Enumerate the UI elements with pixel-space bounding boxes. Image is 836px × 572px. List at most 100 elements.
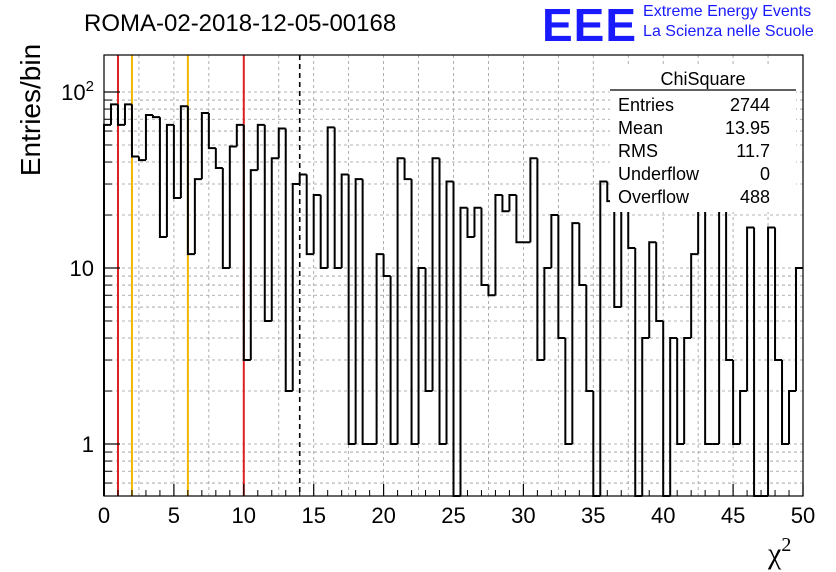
histogram-bin [515,194,524,244]
histogram-bin [354,178,363,444]
histogram-bin [725,207,734,362]
stats-value: 11.7 [736,141,770,161]
stats-value: 13.95 [725,118,770,138]
histogram-bin [718,206,727,444]
chart-title: ROMA-02-2018-12-05-00168 [84,10,397,37]
histogram-bin [144,114,153,161]
histogram-bin [501,194,510,213]
histogram-bin [347,174,356,445]
histogram-bin [270,157,279,321]
histogram-bin [732,360,741,445]
histogram-bin [403,158,412,181]
histogram-bin [284,128,293,393]
histogram-bin [389,276,398,445]
histogram-bin [361,179,370,445]
histogram-bin [186,106,195,256]
histogram-bin [305,174,314,256]
histogram-bin [130,104,139,158]
histogram-bin [242,124,251,362]
histogram-bin [585,285,594,393]
histogram-bin [508,193,517,212]
histogram-bin [375,253,384,444]
brand-line-2: La Scienza nelle Scuole [643,23,814,40]
histogram-bin [123,103,132,125]
eee-brand: EEE Extreme Energy Events La Scienza nel… [542,2,814,48]
histogram-bin [410,179,419,445]
histogram-bin [746,226,755,392]
y-tick-label: 1 [82,432,94,457]
histogram-bin [795,267,803,392]
histogram-bin [116,104,125,126]
histogram-bin [396,157,405,444]
stats-value: 488 [740,187,770,207]
histogram-bin [571,222,580,444]
histogram-bin [256,123,265,171]
stats-value: 0 [760,164,770,184]
histogram-bin [221,167,230,269]
x-tick-label: 15 [301,503,325,528]
histogram-bin [340,173,349,268]
histogram-bin [151,115,160,119]
stats-label: Overflow [618,187,690,207]
histogram-bin [564,338,573,445]
histogram-bin [165,123,174,238]
histogram-bin [627,194,636,249]
histogram-bin [291,183,300,392]
histogram-bin [662,320,671,497]
histogram-bin [788,390,797,444]
histogram-bin [648,241,657,339]
histogram-bin [466,207,475,239]
histogram-bin [529,157,538,243]
histogram-bin [249,169,258,361]
histogram-bin [445,180,454,444]
histogram-bin [109,103,118,125]
histogram-bin [494,193,503,296]
x-tick-label: 5 [168,503,180,528]
histogram-bin [172,124,181,199]
histogram-bin [417,267,426,444]
x-tick-label: 0 [98,503,110,528]
histogram-bin [767,226,776,496]
histogram-bin [438,158,447,445]
histogram-bin [452,181,461,497]
histogram-bin [690,253,699,339]
histogram-bin [333,127,342,269]
stats-value: 2744 [730,95,770,115]
histogram-bin [543,267,552,361]
histogram-bin [459,206,468,496]
histogram-bin [669,337,678,496]
stats-title: ChiSquare [660,69,745,89]
histogram-bin [592,391,601,497]
histogram-bin [424,268,433,393]
histogram-bin [774,227,783,362]
histogram-bin [578,223,587,287]
histogram-bin [263,124,272,322]
x-tick-label: 25 [441,503,465,528]
histogram-bin [319,194,328,269]
histogram-bin [326,126,335,268]
histogram-bin [676,338,685,445]
histogram-bin [739,390,748,444]
histogram-bin [599,180,608,496]
histogram-bin [550,214,559,268]
x-tick-label: 35 [581,503,605,528]
eee-logo: EEE [542,0,638,51]
x-tick-label: 10 [232,503,256,528]
brand-line-1: Extreme Energy Events [643,3,812,20]
y-tick-label: 102 [61,78,94,105]
histogram-bin [536,158,545,362]
histogram-bin [137,156,146,162]
histogram-bin [480,207,489,287]
histogram-bin [214,148,223,169]
histogram-bin [781,360,790,445]
x-axis-label: χ2 [767,534,791,570]
histogram-bin [207,112,216,150]
histogram-bin [557,215,566,340]
histogram-bin [655,242,664,322]
y-axis-label: Entries/bin [15,44,46,176]
histogram-bin [704,207,713,445]
histogram-bin [431,157,440,392]
histogram-bin [158,117,167,239]
histogram-bin [228,145,237,268]
